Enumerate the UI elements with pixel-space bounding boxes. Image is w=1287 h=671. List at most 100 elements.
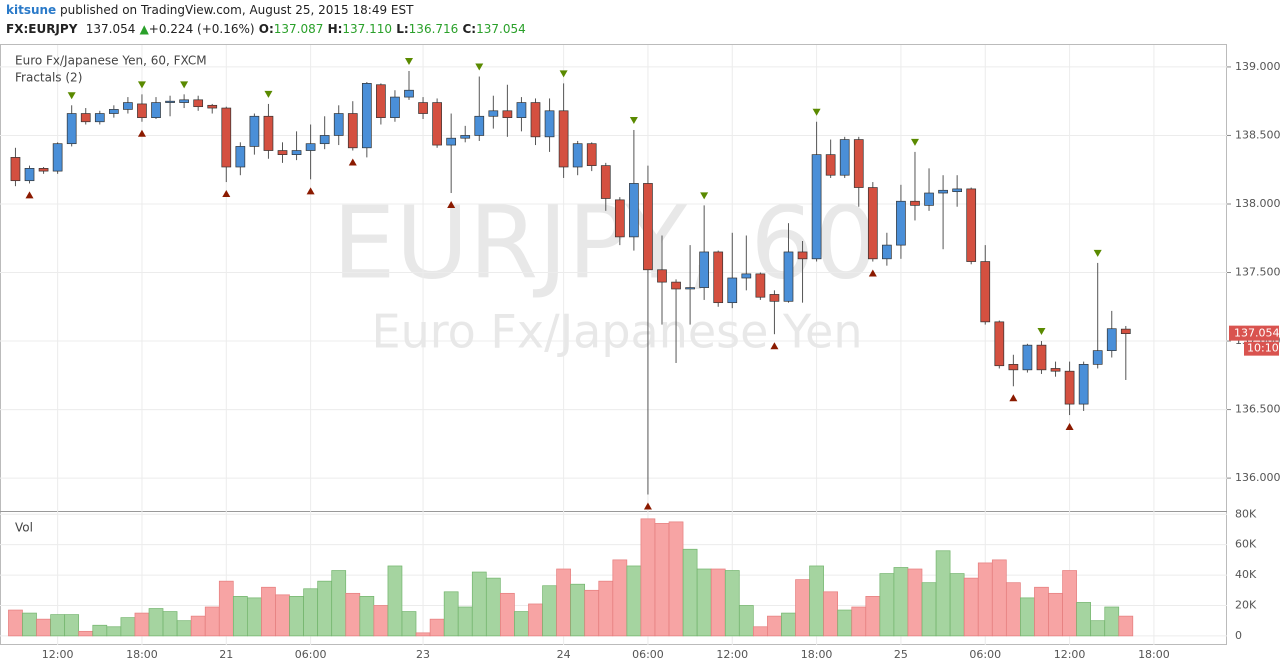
- candle-body: [825, 154, 836, 176]
- candle-body: [671, 281, 681, 290]
- y-tick-label: 139.000: [1235, 60, 1281, 73]
- legend-title: Euro Fx/Japanese Yen, 60, FXCM: [15, 54, 207, 68]
- volume-bar: [1006, 582, 1021, 637]
- fractal-down: [25, 191, 34, 199]
- fractal-down: [770, 342, 779, 350]
- fractal-up: [910, 138, 919, 146]
- candle-body: [390, 96, 400, 118]
- candle-body: [952, 188, 962, 193]
- fractal-down: [348, 158, 357, 166]
- countdown-label: 10:10: [1247, 342, 1279, 355]
- candle-body: [839, 139, 850, 176]
- quote-line: FX:EURJPY 137.054 ▲+0.224 (+0.16%) O:137…: [6, 22, 526, 36]
- volume-bar: [963, 577, 979, 637]
- volume-bar: [528, 603, 543, 637]
- y-tick-label: 60K: [1235, 538, 1257, 551]
- y-tick-label: 0: [1235, 629, 1242, 642]
- header: kitsune published on TradingView.com, Au…: [0, 0, 1287, 43]
- volume-bar: [682, 548, 698, 637]
- fractal-up: [1093, 249, 1102, 257]
- volume-bar: [654, 523, 670, 637]
- candle-body: [600, 165, 611, 199]
- volume-bar: [50, 614, 65, 637]
- candle-body: [108, 109, 119, 114]
- y-tick-label: 138.500: [1235, 128, 1281, 141]
- candle-body: [207, 104, 218, 109]
- volume-bar: [120, 617, 136, 637]
- candle-body: [361, 83, 372, 149]
- volume-bar: [64, 614, 80, 637]
- fractal-up: [559, 70, 568, 78]
- published: published on TradingView.com, August 25,…: [60, 3, 414, 17]
- candle-body: [867, 187, 878, 260]
- candle-body: [418, 102, 428, 114]
- candle-body: [460, 135, 471, 139]
- fractal-down: [222, 190, 231, 198]
- candle-body: [755, 273, 766, 298]
- x-tick-label: 12:00: [716, 648, 748, 661]
- candle-body: [502, 110, 513, 118]
- fractal-up: [180, 81, 189, 89]
- fractal-down: [1065, 423, 1074, 431]
- candle-body: [432, 102, 442, 146]
- volume-bar: [710, 568, 726, 637]
- volume-bar: [977, 562, 993, 637]
- volume-bar: [401, 611, 417, 637]
- candle-body: [488, 110, 499, 117]
- candle-body: [1092, 350, 1103, 365]
- volume-bar: [1020, 597, 1035, 637]
- volume-bar: [640, 518, 656, 637]
- h-label: H:: [327, 22, 343, 36]
- fractal-down: [447, 201, 456, 209]
- candle-body: [1078, 363, 1089, 405]
- close: 137.054: [476, 22, 526, 36]
- volume-bar: [373, 605, 389, 637]
- volume-bar: [907, 568, 923, 637]
- volume-bar: [921, 582, 937, 637]
- volume-bar: [1048, 592, 1063, 637]
- symbol[interactable]: FX:EURJPY: [6, 22, 78, 36]
- volume-bar: [851, 606, 867, 637]
- volume-bar: [289, 596, 304, 637]
- volume-bar: [275, 594, 290, 637]
- volume-bar: [317, 580, 333, 637]
- volume-bar: [514, 611, 529, 637]
- volume-bar: [584, 589, 600, 637]
- x-tick-label: 06:00: [969, 648, 1001, 661]
- candle-body: [586, 143, 597, 166]
- candle-body: [137, 103, 147, 118]
- change: +0.224 (+0.16%): [148, 22, 255, 36]
- volume-bar: [443, 591, 459, 637]
- candle-body: [193, 99, 204, 108]
- volume-bar: [668, 521, 684, 637]
- indicator-label[interactable]: Fractals (2): [15, 71, 82, 85]
- price-tag: [1229, 325, 1279, 341]
- volume-bar: [598, 580, 614, 637]
- volume-bar: [1118, 615, 1134, 637]
- x-tick-label: 21: [219, 648, 233, 661]
- candle-body: [643, 183, 653, 271]
- volume-bar: [879, 573, 895, 637]
- candle-body: [333, 113, 344, 136]
- volume-bar: [204, 606, 220, 637]
- candle-body: [249, 115, 260, 147]
- candle-body: [797, 251, 808, 260]
- candle-body: [263, 115, 274, 151]
- volume-bar: [823, 591, 838, 637]
- countdown-tag: [1244, 341, 1279, 356]
- candle-body: [474, 115, 485, 136]
- fractal-up: [405, 58, 413, 66]
- candle-body: [713, 251, 724, 304]
- user[interactable]: kitsune: [6, 3, 57, 17]
- candle-body: [811, 154, 822, 260]
- candle-body: [516, 102, 527, 118]
- fractal-up: [137, 81, 146, 89]
- volume-bar: [795, 579, 810, 637]
- l-label: L:: [396, 22, 409, 36]
- candle-body: [685, 287, 695, 290]
- candle-body: [1050, 368, 1061, 372]
- fractal-up: [629, 116, 638, 124]
- frame: [0, 44, 1227, 645]
- volume-bar: [724, 570, 740, 637]
- fractal-up: [67, 92, 76, 100]
